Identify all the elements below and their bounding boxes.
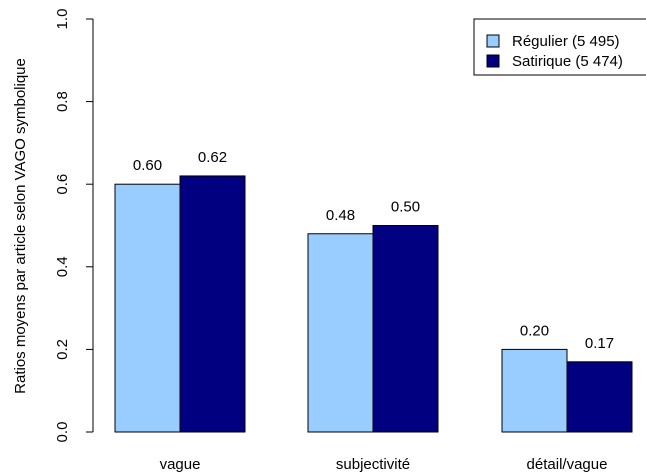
bar	[566, 361, 633, 433]
y-tick-label: 0.4	[54, 256, 71, 277]
legend: Régulier (5 495) Satirique (5 474)	[473, 18, 646, 76]
bar	[501, 348, 568, 433]
category-label: subjectivité	[336, 456, 410, 473]
bar	[307, 233, 374, 433]
bars-group	[114, 175, 633, 433]
y-axis: 0.0 0.2 0.4 0.6 0.8 1.0	[54, 9, 94, 443]
bar	[372, 225, 439, 433]
y-tick-label: 0.0	[54, 422, 71, 443]
y-axis-title: Ratios moyens par article selon VAGO sym…	[12, 58, 29, 394]
y-tick-label: 0.2	[54, 339, 71, 360]
bar	[114, 183, 181, 433]
y-tick-label: 1.0	[54, 9, 71, 30]
data-labels-group: 0.60 0.48 0.20 0.62 0.50 0.17	[133, 149, 614, 352]
category-labels-group: vague subjectivité détail/vague	[160, 456, 608, 473]
y-tick-label: 0.6	[54, 174, 71, 195]
legend-box	[473, 18, 646, 76]
legend-swatch	[486, 34, 500, 48]
bar-value-label: 0.48	[326, 207, 355, 224]
category-label: vague	[160, 456, 201, 473]
bar	[179, 175, 246, 433]
bar-value-label: 0.62	[198, 149, 227, 166]
legend-swatch	[486, 54, 500, 68]
legend-label: Satirique (5 474)	[512, 53, 623, 70]
category-label: détail/vague	[527, 456, 608, 473]
y-tick-label: 0.8	[54, 91, 71, 112]
legend-label: Régulier (5 495)	[512, 33, 620, 50]
bar-value-label: 0.60	[133, 157, 162, 174]
bar-value-label: 0.20	[520, 322, 549, 339]
bar-value-label: 0.50	[391, 199, 420, 216]
bar-value-label: 0.17	[585, 335, 614, 352]
